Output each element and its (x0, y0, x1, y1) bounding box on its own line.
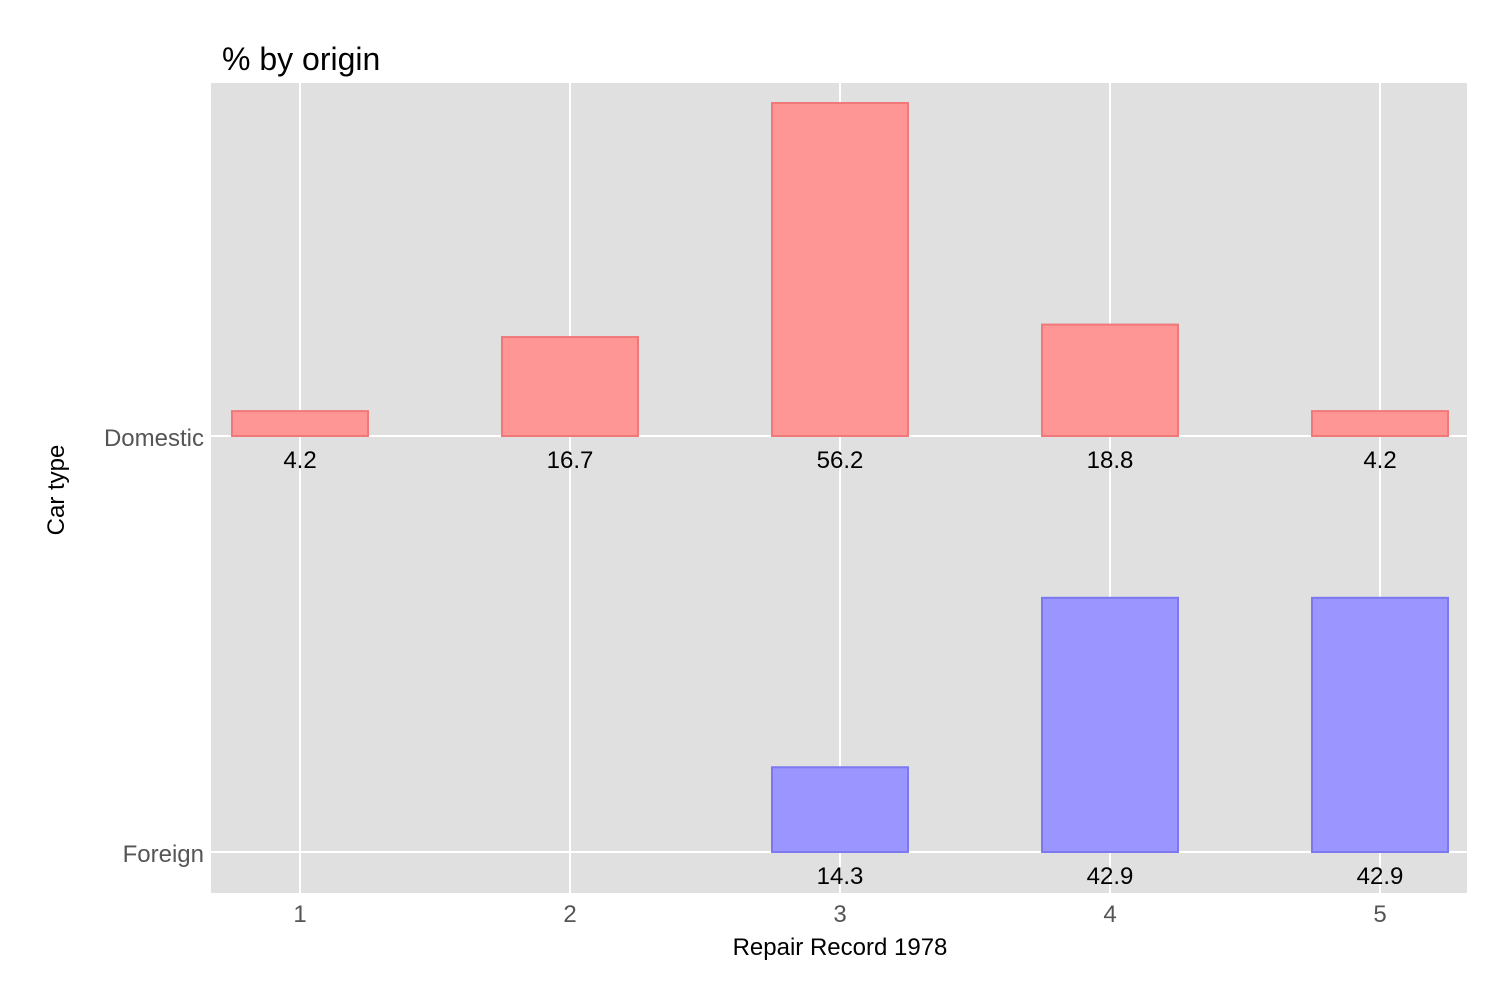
x-tick-label: 2 (563, 901, 576, 928)
x-tick-label: 1 (293, 901, 306, 928)
x-axis-title: Repair Record 1978 (733, 934, 948, 961)
bar-foreign-3 (771, 766, 909, 853)
data-label-foreign-4: 42.9 (1087, 863, 1134, 890)
x-axis-ticks: 1 2 3 4 5 (293, 901, 1386, 928)
bar-domestic-2 (501, 336, 639, 437)
bar-domestic-1 (231, 410, 369, 438)
bar-foreign-4 (1041, 596, 1179, 853)
x-tick-label: 5 (1373, 901, 1386, 928)
data-label-domestic-5: 4.2 (1363, 447, 1396, 474)
y-tick-label-domestic: Domestic (104, 425, 204, 452)
data-label-domestic-3: 56.2 (817, 447, 864, 474)
bar-domestic-4 (1041, 323, 1179, 437)
data-labels: 4.2 16.7 56.2 18.8 4.2 14.3 42.9 42.9 (283, 447, 1403, 890)
data-label-domestic-2: 16.7 (547, 447, 594, 474)
bars (231, 102, 1449, 853)
y-tick-label-foreign: Foreign (123, 841, 204, 868)
y-axis-ticks: Domestic Foreign (104, 425, 204, 868)
data-label-domestic-1: 4.2 (283, 447, 316, 474)
data-label-foreign-5: 42.9 (1357, 863, 1404, 890)
chart-title: % by origin (222, 41, 380, 77)
bar-domestic-5 (1311, 410, 1449, 438)
x-tick-label: 3 (833, 901, 846, 928)
x-tick-label: 4 (1103, 901, 1116, 928)
bar-foreign-5 (1311, 596, 1449, 853)
y-axis-title: Car type (43, 445, 70, 536)
data-label-foreign-3: 14.3 (817, 863, 864, 890)
data-label-domestic-4: 18.8 (1087, 447, 1134, 474)
bar-domestic-3 (771, 102, 909, 437)
